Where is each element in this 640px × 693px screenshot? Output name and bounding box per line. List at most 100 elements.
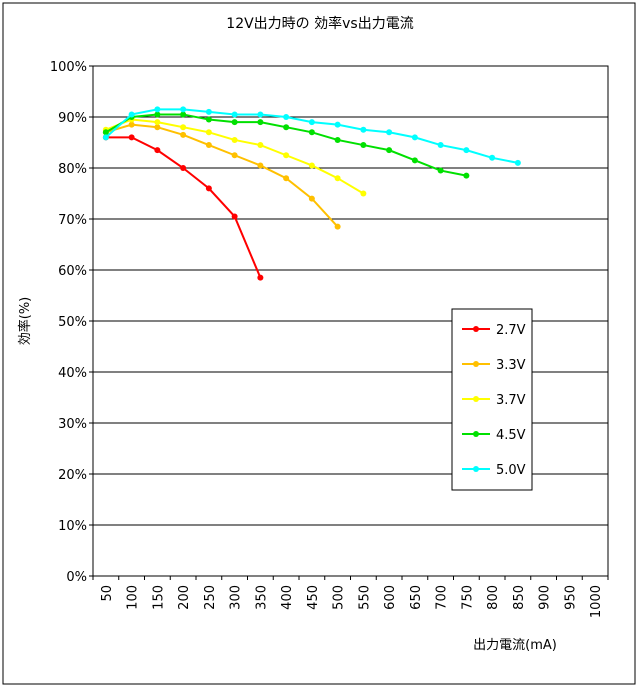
data-point bbox=[411, 134, 418, 141]
legend-marker bbox=[473, 361, 479, 367]
data-point bbox=[205, 129, 212, 136]
data-point bbox=[489, 154, 496, 161]
data-point bbox=[128, 121, 135, 128]
data-point bbox=[154, 119, 161, 126]
data-point bbox=[386, 147, 393, 154]
y-tick-label: 90% bbox=[58, 111, 87, 126]
data-point bbox=[360, 126, 367, 133]
x-tick-label: 900 bbox=[538, 585, 553, 610]
x-tick-label: 600 bbox=[383, 585, 398, 610]
data-point bbox=[437, 167, 444, 174]
data-point bbox=[514, 159, 521, 166]
legend-marker bbox=[473, 326, 479, 332]
x-tick-label: 500 bbox=[332, 585, 347, 610]
legend-label: 5.0V bbox=[496, 463, 526, 478]
data-point bbox=[180, 124, 187, 131]
data-point bbox=[257, 111, 264, 118]
data-point bbox=[334, 136, 341, 143]
y-tick-label: 40% bbox=[58, 366, 87, 381]
x-tick-label: 100 bbox=[126, 585, 141, 610]
data-point bbox=[231, 119, 238, 126]
data-point bbox=[463, 147, 470, 154]
data-point bbox=[180, 131, 187, 138]
x-tick-label: 1000 bbox=[589, 585, 604, 618]
data-point bbox=[205, 108, 212, 115]
data-point bbox=[154, 111, 161, 118]
legend-label: 3.3V bbox=[496, 358, 526, 373]
y-tick-label: 80% bbox=[58, 162, 87, 177]
x-tick-label: 300 bbox=[229, 585, 244, 610]
y-tick-label: 60% bbox=[58, 264, 87, 279]
data-point bbox=[360, 142, 367, 149]
y-tick-label: 50% bbox=[58, 315, 87, 330]
x-tick-label: 400 bbox=[280, 585, 295, 610]
data-point bbox=[257, 274, 264, 281]
legend-label: 4.5V bbox=[496, 428, 526, 443]
data-point bbox=[180, 165, 187, 171]
x-tick-label: 750 bbox=[460, 585, 475, 610]
data-point bbox=[334, 175, 341, 182]
x-tick-label: 450 bbox=[306, 585, 321, 610]
data-point bbox=[257, 142, 264, 149]
y-tick-label: 70% bbox=[58, 213, 87, 228]
data-point bbox=[308, 195, 315, 202]
data-point bbox=[334, 121, 341, 128]
data-point bbox=[283, 114, 290, 120]
plot-area: 0% 10% 20% 30% 40% 50% 60% 70% 80% 90% 100% 50 100 15… bbox=[50, 60, 609, 618]
data-point bbox=[205, 185, 212, 192]
data-point bbox=[180, 106, 187, 113]
data-point bbox=[231, 111, 238, 118]
legend-label: 2.7V bbox=[496, 323, 526, 338]
legend-label: 3.7V bbox=[496, 393, 526, 408]
data-point bbox=[231, 152, 238, 159]
data-point bbox=[231, 213, 238, 220]
chart-title: 12V出力時の 効率vs出力電流 bbox=[226, 15, 413, 32]
data-point bbox=[283, 124, 290, 131]
x-tick-label: 250 bbox=[203, 585, 218, 610]
data-point bbox=[128, 134, 135, 141]
x-tick-label: 550 bbox=[357, 585, 372, 610]
data-point bbox=[154, 124, 161, 131]
y-tick-label: 20% bbox=[58, 468, 87, 483]
data-point bbox=[308, 162, 315, 169]
data-point bbox=[257, 119, 264, 126]
y-axis-label: 効率(%) bbox=[17, 297, 33, 346]
data-point bbox=[334, 223, 341, 230]
data-point bbox=[128, 111, 135, 118]
x-tick-label: 950 bbox=[563, 585, 578, 610]
data-point bbox=[154, 106, 161, 113]
data-point bbox=[283, 175, 290, 182]
x-tick-label: 700 bbox=[435, 585, 450, 610]
data-point bbox=[308, 129, 315, 136]
y-tick-label: 30% bbox=[58, 417, 87, 432]
data-point bbox=[102, 134, 109, 141]
x-tick-label: 650 bbox=[409, 585, 424, 610]
y-tick-label: 10% bbox=[58, 519, 87, 534]
data-point bbox=[231, 136, 238, 143]
data-point bbox=[257, 162, 264, 169]
y-tick-label: 100% bbox=[50, 60, 87, 75]
data-point bbox=[308, 119, 315, 126]
data-point bbox=[205, 142, 212, 149]
y-tick-label: 0% bbox=[66, 570, 87, 585]
x-tick-label: 350 bbox=[254, 585, 269, 610]
data-point bbox=[154, 147, 161, 154]
legend-marker bbox=[473, 431, 479, 437]
legend: 2.7V 3.3V 3.7V 4.5V 5.0V bbox=[451, 308, 533, 491]
x-tick-label: 150 bbox=[151, 585, 166, 610]
data-point bbox=[283, 152, 290, 159]
x-tick-label: 800 bbox=[486, 585, 501, 610]
x-tick-label: 200 bbox=[177, 585, 192, 610]
data-point bbox=[205, 116, 212, 123]
data-point bbox=[102, 129, 109, 136]
series-line-3.3V bbox=[105, 123, 339, 228]
x-axis-label: 出力電流(mA) bbox=[473, 638, 557, 653]
data-point bbox=[463, 172, 470, 179]
legend-marker bbox=[473, 466, 479, 472]
data-point bbox=[180, 111, 187, 118]
x-tick-label: 50 bbox=[100, 585, 115, 602]
data-point bbox=[411, 157, 418, 164]
data-point bbox=[360, 190, 367, 197]
